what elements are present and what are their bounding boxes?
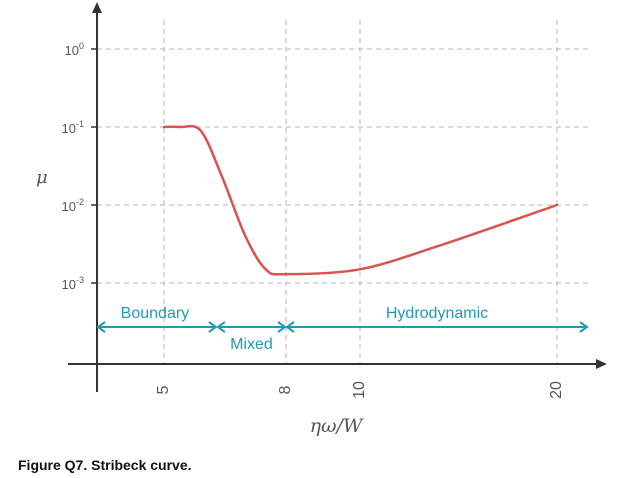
x-axis-label: ηω/W xyxy=(310,415,364,437)
y-tick-label: 10-3 xyxy=(62,275,84,292)
regime-mixed: Mixed xyxy=(216,321,287,353)
regime-label: Boundary xyxy=(121,305,190,322)
y-axis-label: μ xyxy=(36,167,48,188)
regime-arrow-right-head xyxy=(208,321,218,333)
y-tick-exponent: -3 xyxy=(76,275,84,285)
x-axis-arrowhead xyxy=(596,359,607,369)
regime-arrow-left-head xyxy=(96,321,106,333)
axes xyxy=(68,2,607,392)
y-tick-label: 100 xyxy=(65,41,84,58)
regime-label: Mixed xyxy=(230,336,273,353)
regime-hydrodynamic: Hydrodynamic xyxy=(285,305,589,333)
y-tick-base: 10 xyxy=(62,199,76,214)
y-tick-exponent: -1 xyxy=(76,119,84,129)
x-tick-label: 10 xyxy=(351,381,368,399)
y-tick-base: 10 xyxy=(62,277,76,292)
regime-label: Hydrodynamic xyxy=(386,305,488,322)
y-tick-base: 10 xyxy=(65,43,79,58)
figure-caption: Figure Q7. Stribeck curve. xyxy=(18,457,192,473)
y-axis-arrowhead xyxy=(92,2,102,13)
regime-boundary: Boundary xyxy=(96,305,218,333)
y-tick-exponent: -2 xyxy=(76,197,84,207)
x-tick-label: 5 xyxy=(155,385,172,394)
friction-curve xyxy=(162,124,559,276)
y-tick-base: 10 xyxy=(62,121,76,136)
y-tick-label: 10-2 xyxy=(62,197,84,214)
regime-arrow-left-head xyxy=(216,321,226,333)
y-tick-exponent: 0 xyxy=(79,41,84,51)
regime-arrow-right-head xyxy=(579,321,589,333)
regime-annotations: Boundary Mixed Hydrodynamic xyxy=(96,305,589,353)
regime-arrow-right-head xyxy=(277,321,287,333)
x-tick-label: 8 xyxy=(277,385,294,394)
x-tick-labels: 5 8 10 20 xyxy=(155,381,565,399)
y-tick-label: 10-1 xyxy=(62,119,84,136)
regime-arrow-left-head xyxy=(285,321,295,333)
x-tick-label: 20 xyxy=(548,381,565,399)
